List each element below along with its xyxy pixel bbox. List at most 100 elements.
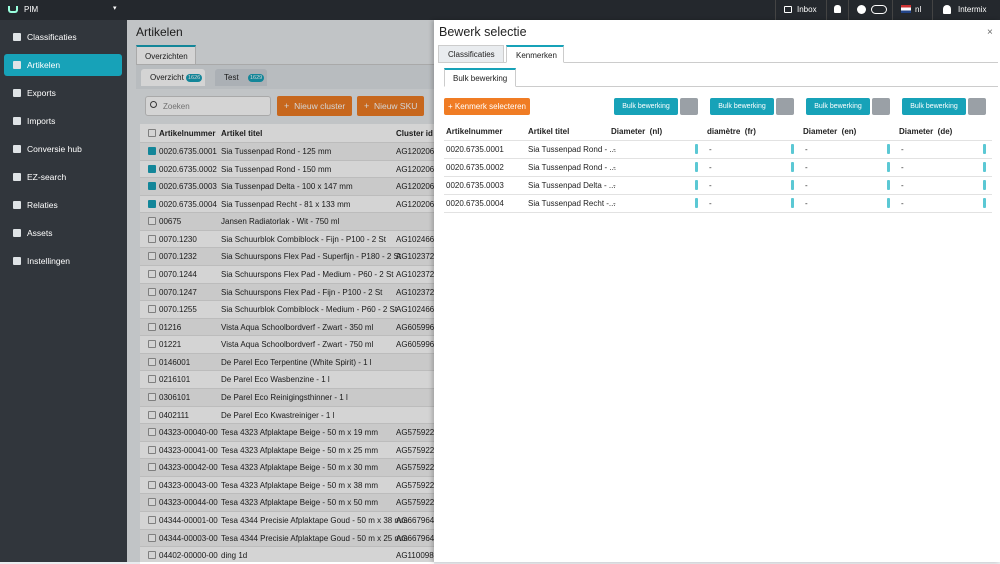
row-checkbox[interactable] xyxy=(148,392,156,401)
bulk-icon-button[interactable] xyxy=(680,98,698,115)
cluster-id: AG667964 xyxy=(396,533,435,543)
nav-item[interactable]: Conversie hub xyxy=(27,144,82,154)
edit-handle[interactable] xyxy=(983,144,986,154)
search[interactable] xyxy=(145,96,271,116)
row-checkbox[interactable] xyxy=(148,164,156,173)
row-checkbox[interactable] xyxy=(148,199,156,208)
edit-handle[interactable] xyxy=(887,198,890,208)
article-title: De Parel Eco Terpentine (White Spirit) -… xyxy=(221,357,372,367)
nav-item[interactable]: Exports xyxy=(27,88,56,98)
row-checkbox[interactable] xyxy=(148,305,156,314)
panel-tab[interactable]: Kenmerken xyxy=(506,45,564,63)
row-checkbox[interactable] xyxy=(148,234,156,243)
nav-item[interactable]: Imports xyxy=(27,116,56,126)
article-number: 0146001 xyxy=(159,357,191,367)
cell-value[interactable]: - xyxy=(709,145,712,154)
row-checkbox[interactable] xyxy=(148,445,156,454)
nav-item[interactable]: Assets xyxy=(27,228,53,238)
row-checkbox[interactable] xyxy=(148,375,156,384)
row-checkbox[interactable] xyxy=(148,357,156,366)
bulk-icon-button[interactable] xyxy=(872,98,890,115)
tab[interactable]: Overzichten xyxy=(136,45,196,65)
row-checkbox[interactable] xyxy=(148,269,156,278)
row-checkbox[interactable] xyxy=(148,498,156,507)
row-checkbox[interactable] xyxy=(148,147,156,155)
row-checkbox[interactable] xyxy=(148,480,156,489)
row-checkbox[interactable] xyxy=(148,322,156,331)
cell-value[interactable]: - xyxy=(805,181,808,190)
info[interactable] xyxy=(857,5,866,14)
nav-item[interactable]: Relaties xyxy=(27,200,58,210)
row-checkbox[interactable] xyxy=(148,463,156,472)
plus: + xyxy=(284,101,290,111)
nav-item[interactable]: Artikelen xyxy=(27,60,61,70)
cell-value[interactable]: - xyxy=(613,145,616,154)
nav-item[interactable]: Instellingen xyxy=(27,256,71,266)
row-checkbox[interactable] xyxy=(148,252,156,261)
edit-handle[interactable] xyxy=(695,162,698,172)
bulk-button[interactable]: Bulk bewerking xyxy=(614,98,678,115)
nav-item[interactable]: Classificaties xyxy=(27,32,77,42)
edit-handle[interactable] xyxy=(791,162,794,172)
close[interactable]: × xyxy=(987,27,993,38)
bulk-button[interactable]: Bulk bewerking xyxy=(902,98,966,115)
cell-value[interactable]: - xyxy=(901,163,904,172)
edit-handle[interactable] xyxy=(791,180,794,190)
edit-handle[interactable] xyxy=(791,198,794,208)
edit-handle[interactable] xyxy=(887,180,890,190)
row-checkbox[interactable] xyxy=(148,217,156,226)
cell-value[interactable]: - xyxy=(805,163,808,172)
bulk-button[interactable]: Bulk bewerking xyxy=(710,98,774,115)
cell-value[interactable]: - xyxy=(805,199,808,208)
cell-value[interactable]: - xyxy=(901,145,904,154)
language[interactable]: nl xyxy=(915,5,922,14)
panel-tab[interactable]: Classificaties xyxy=(438,45,504,63)
cell-value[interactable]: - xyxy=(901,181,904,190)
row-checkbox[interactable] xyxy=(148,551,156,560)
toggle[interactable] xyxy=(871,5,887,14)
nav-item[interactable]: EZ-search xyxy=(27,172,67,182)
row-checkbox[interactable] xyxy=(148,515,156,524)
edit-handle[interactable] xyxy=(887,144,890,154)
edit-handle[interactable] xyxy=(695,198,698,208)
cell-value[interactable]: - xyxy=(613,181,616,190)
cell-value[interactable]: - xyxy=(709,163,712,172)
button[interactable]: Nieuw SKU xyxy=(357,96,424,116)
divider xyxy=(932,0,933,20)
panel-subtab[interactable]: Bulk bewerking xyxy=(444,68,516,87)
row-line xyxy=(444,158,992,159)
bulk-button[interactable]: Bulk bewerking xyxy=(806,98,870,115)
cell-value[interactable]: - xyxy=(709,199,712,208)
cell-value[interactable]: - xyxy=(613,163,616,172)
row-checkbox[interactable] xyxy=(148,428,156,437)
row-checkbox[interactable] xyxy=(148,410,156,419)
edit-handle[interactable] xyxy=(695,144,698,154)
edit-handle[interactable] xyxy=(791,144,794,154)
row-checkbox[interactable] xyxy=(148,340,156,349)
bell[interactable] xyxy=(834,5,841,13)
bulk-icon-button[interactable] xyxy=(968,98,986,115)
app-caret[interactable]: ▾ xyxy=(113,5,117,12)
user[interactable]: Intermix xyxy=(958,5,987,14)
row-checkbox[interactable] xyxy=(148,533,156,542)
row-checkbox[interactable] xyxy=(148,182,156,191)
edit-handle[interactable] xyxy=(695,180,698,190)
cell-value[interactable]: - xyxy=(709,181,712,190)
bulk-icon-button[interactable] xyxy=(776,98,794,115)
select-button[interactable]: + Kenmerk selecteren xyxy=(444,98,530,115)
row xyxy=(140,458,434,476)
cell-value[interactable]: - xyxy=(805,145,808,154)
edit-handle[interactable] xyxy=(983,162,986,172)
edit-handle[interactable] xyxy=(983,180,986,190)
row-line xyxy=(444,176,992,177)
cell-value[interactable]: - xyxy=(901,199,904,208)
button[interactable]: Nieuw cluster xyxy=(277,96,352,116)
inbox[interactable]: Inbox xyxy=(797,5,817,14)
row-line xyxy=(444,140,992,141)
edit-handle[interactable] xyxy=(983,198,986,208)
row xyxy=(140,546,434,564)
row-checkbox[interactable] xyxy=(148,287,156,296)
edit-handle[interactable] xyxy=(887,162,890,172)
row-line xyxy=(444,194,992,195)
cell-value[interactable]: - xyxy=(613,199,616,208)
